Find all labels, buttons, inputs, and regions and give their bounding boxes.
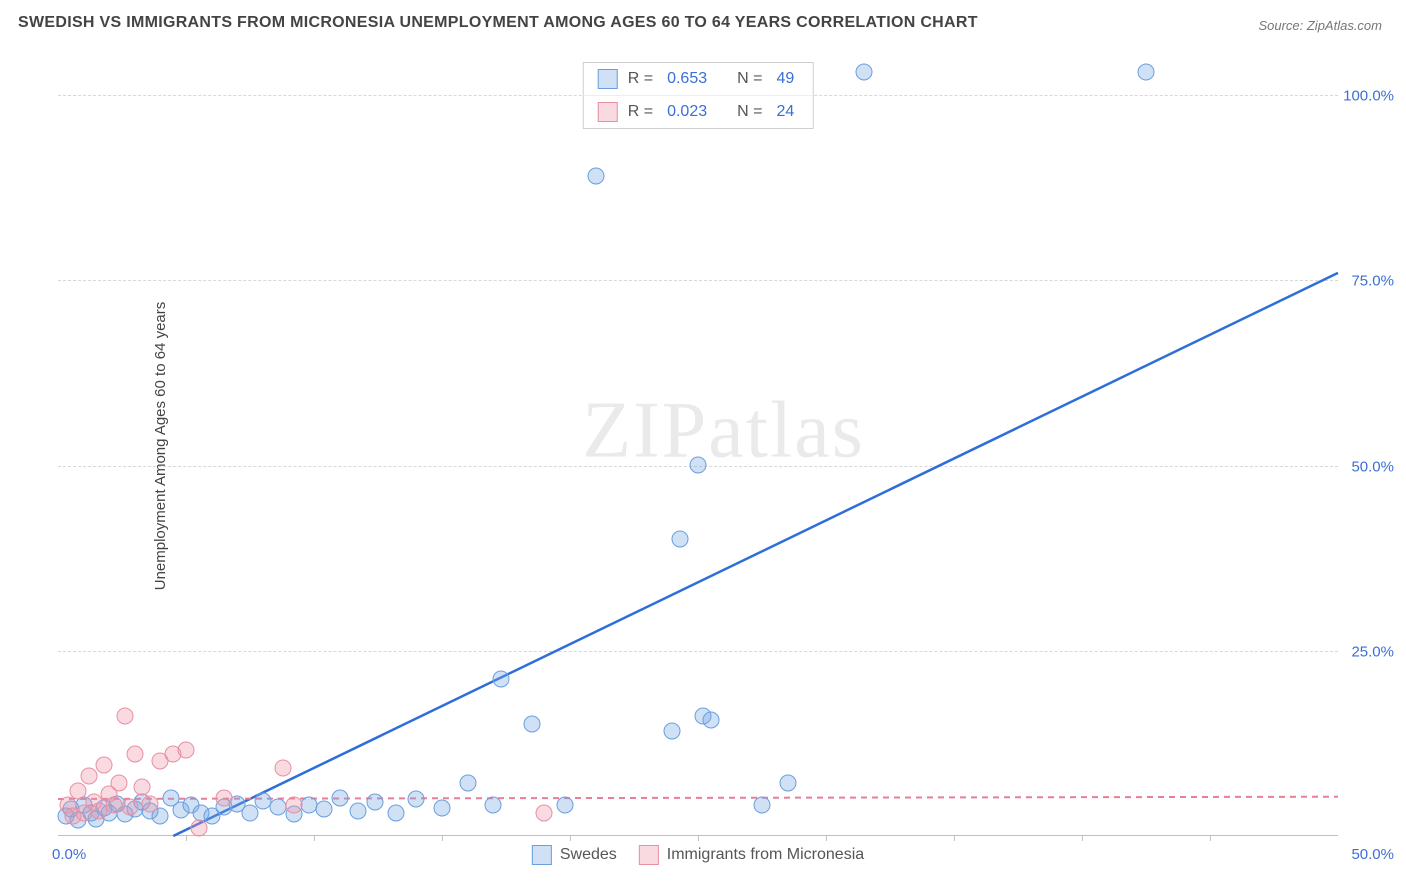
- xtick-mark: [314, 835, 315, 841]
- legend-item-immigrants: Immigrants from Micronesia: [639, 845, 864, 865]
- xtick-mark: [954, 835, 955, 841]
- ytick-label: 100.0%: [1343, 88, 1394, 105]
- marker-swedes: [492, 671, 509, 688]
- xtick-mark: [826, 835, 827, 841]
- marker-swedes: [856, 63, 873, 80]
- regression-line-immigrants: [58, 797, 1338, 799]
- n-value-swedes: 49: [776, 70, 794, 88]
- xtick-mark: [442, 835, 443, 841]
- marker-immigrants: [190, 819, 207, 836]
- marker-immigrants: [134, 778, 151, 795]
- marker-swedes: [434, 800, 451, 817]
- marker-swedes: [779, 775, 796, 792]
- marker-swedes: [672, 530, 689, 547]
- ytick-label: 75.0%: [1351, 273, 1394, 290]
- marker-immigrants: [126, 745, 143, 762]
- marker-swedes: [387, 804, 404, 821]
- marker-immigrants: [285, 797, 302, 814]
- ytick-label: 25.0%: [1351, 643, 1394, 660]
- marker-swedes: [523, 715, 540, 732]
- marker-immigrants: [142, 795, 159, 812]
- correlation-stats-box: R = 0.653 N = 49 R = 0.023 N = 24: [583, 62, 814, 129]
- marker-swedes: [331, 789, 348, 806]
- source-attribution: Source: ZipAtlas.com: [1258, 18, 1382, 33]
- marker-immigrants: [70, 782, 87, 799]
- marker-swedes: [1138, 63, 1155, 80]
- regression-line-swedes: [173, 273, 1338, 836]
- marker-swedes: [485, 797, 502, 814]
- marker-immigrants: [116, 708, 133, 725]
- r-value-immigrants: 0.023: [667, 103, 707, 121]
- chart-title: SWEDISH VS IMMIGRANTS FROM MICRONESIA UN…: [18, 14, 978, 32]
- marker-swedes: [367, 794, 384, 811]
- xtick-mark: [1082, 835, 1083, 841]
- marker-swedes: [690, 456, 707, 473]
- marker-swedes: [754, 797, 771, 814]
- xtick-mark: [186, 835, 187, 841]
- marker-swedes: [408, 791, 425, 808]
- marker-immigrants: [275, 760, 292, 777]
- source-prefix: Source:: [1258, 18, 1306, 33]
- marker-immigrants: [111, 775, 128, 792]
- xtick-mark: [698, 835, 699, 841]
- ytick-label: 50.0%: [1351, 458, 1394, 475]
- n-label: N =: [737, 70, 762, 88]
- bottom-legend: Swedes Immigrants from Micronesia: [532, 845, 864, 865]
- swatch-immigrants-icon: [598, 102, 618, 122]
- n-value-immigrants: 24: [776, 103, 794, 121]
- xtick-start-label: 0.0%: [52, 846, 86, 863]
- legend-label-swedes: Swedes: [560, 846, 617, 864]
- xtick-mark: [1210, 835, 1211, 841]
- legend-item-swedes: Swedes: [532, 845, 617, 865]
- swatch-swedes-icon: [598, 69, 618, 89]
- marker-immigrants: [178, 741, 195, 758]
- source-name: ZipAtlas.com: [1307, 18, 1382, 33]
- stats-row-swedes: R = 0.653 N = 49: [584, 63, 813, 95]
- n-label-2: N =: [737, 103, 762, 121]
- marker-swedes: [664, 723, 681, 740]
- legend-label-immigrants: Immigrants from Micronesia: [667, 846, 864, 864]
- marker-swedes: [316, 801, 333, 818]
- legend-swatch-swedes-icon: [532, 845, 552, 865]
- marker-swedes: [459, 775, 476, 792]
- marker-immigrants: [96, 756, 113, 773]
- marker-immigrants: [80, 767, 97, 784]
- marker-swedes: [702, 712, 719, 729]
- marker-swedes: [349, 803, 366, 820]
- r-label-2: R =: [628, 103, 653, 121]
- marker-immigrants: [121, 798, 138, 815]
- marker-swedes: [587, 167, 604, 184]
- stats-row-immigrants: R = 0.023 N = 24: [584, 95, 813, 128]
- plot-area: ZIPatlas 25.0%50.0%75.0%100.0% R = 0.653…: [58, 58, 1338, 836]
- marker-swedes: [300, 797, 317, 814]
- marker-immigrants: [216, 789, 233, 806]
- legend-swatch-immigrants-icon: [639, 845, 659, 865]
- xtick-mark: [570, 835, 571, 841]
- r-label: R =: [628, 70, 653, 88]
- r-value-swedes: 0.653: [667, 70, 707, 88]
- marker-swedes: [556, 797, 573, 814]
- marker-immigrants: [536, 804, 553, 821]
- xtick-end-label: 50.0%: [1351, 846, 1394, 863]
